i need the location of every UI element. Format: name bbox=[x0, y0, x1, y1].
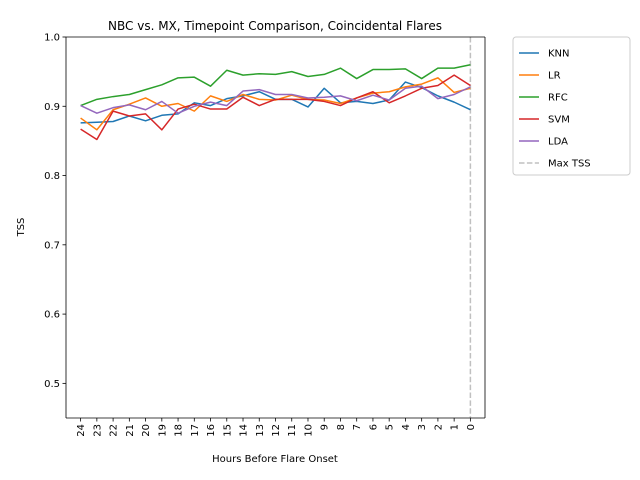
x-tick-label: 13 bbox=[255, 424, 266, 437]
x-tick-label: 10 bbox=[303, 424, 314, 437]
y-tick-label: 0.7 bbox=[44, 240, 60, 251]
x-tick-label: 6 bbox=[368, 424, 379, 430]
legend-label: LR bbox=[548, 71, 561, 82]
x-tick-label: 22 bbox=[109, 424, 120, 437]
x-tick-label: 5 bbox=[385, 424, 396, 430]
x-tick-label: 7 bbox=[352, 424, 363, 430]
x-tick-label: 19 bbox=[157, 424, 168, 437]
legend-label: Max TSS bbox=[548, 159, 591, 170]
x-tick-label: 0 bbox=[466, 424, 477, 430]
y-tick-label: 0.8 bbox=[44, 171, 60, 182]
series-line-lda bbox=[80, 85, 471, 114]
x-tick-label: 12 bbox=[271, 424, 282, 437]
legend-label: LDA bbox=[548, 137, 568, 148]
chart-title: NBC vs. MX, Timepoint Comparison, Coinci… bbox=[108, 19, 442, 33]
x-tick-label: 3 bbox=[417, 424, 428, 430]
x-tick-label: 17 bbox=[190, 424, 201, 437]
axes: 0.50.60.70.80.91.024 23 22 21 20 19 18 17 16 15 14… bbox=[44, 33, 486, 437]
series-line-rfc bbox=[80, 63, 471, 107]
x-tick-label: 1 bbox=[450, 424, 461, 430]
x-tick-label: 21 bbox=[125, 424, 136, 437]
x-tick-label: 11 bbox=[287, 424, 298, 437]
series-lines bbox=[80, 63, 471, 141]
x-tick-label: 15 bbox=[222, 424, 233, 437]
y-tick-label: 1.0 bbox=[44, 33, 60, 44]
legend-label: KNN bbox=[548, 49, 570, 60]
legend-box bbox=[512, 36, 631, 176]
x-tick-label: 20 bbox=[141, 424, 152, 437]
legend-label: SVM bbox=[548, 115, 570, 126]
legend-label: RFC bbox=[548, 93, 568, 104]
x-tick-label: 18 bbox=[174, 424, 185, 437]
x-tick-label: 4 bbox=[401, 424, 412, 430]
y-tick-label: 0.5 bbox=[44, 379, 60, 390]
x-tick-label: 23 bbox=[92, 424, 103, 437]
y-axis-title: TSS bbox=[16, 218, 27, 238]
y-tick-label: 0.6 bbox=[44, 310, 60, 321]
series-line-svm bbox=[80, 74, 471, 141]
x-axis-title: Hours Before Flare Onset bbox=[212, 454, 338, 465]
x-tick-label: 24 bbox=[76, 424, 87, 437]
x-tick-label: 8 bbox=[336, 424, 347, 430]
x-tick-label: 16 bbox=[206, 424, 217, 437]
x-tick-label: 2 bbox=[433, 424, 444, 430]
x-tick-label: 14 bbox=[239, 424, 250, 437]
legend: KNN LR RFC SVM LDA Max TSS bbox=[512, 36, 631, 176]
y-tick-label: 0.9 bbox=[44, 102, 60, 113]
x-tick-label: 9 bbox=[320, 424, 331, 430]
